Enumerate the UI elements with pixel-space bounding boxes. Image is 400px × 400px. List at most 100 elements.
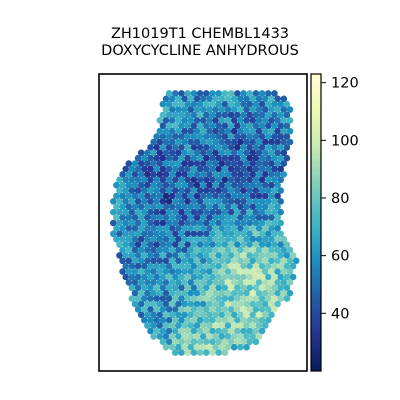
tissue-spot (184, 241, 191, 248)
tissue-spot (187, 279, 195, 286)
tissue-spot (258, 316, 266, 324)
tissue-spot (190, 316, 198, 324)
tissue-spot (175, 257, 182, 265)
tissue-spot (144, 235, 151, 243)
tissue-spot (172, 306, 179, 313)
tissue-spot (261, 181, 269, 189)
tissue-spot (265, 219, 272, 227)
tissue-spot (119, 203, 126, 211)
tissue-spot (156, 268, 164, 275)
tissue-spot (230, 257, 238, 265)
tissue-spot (178, 165, 185, 173)
tissue-spot (234, 208, 241, 216)
tissue-spot (134, 230, 142, 238)
tissue-spot (249, 300, 257, 308)
tissue-spot (165, 133, 173, 140)
tissue-spot (237, 214, 244, 221)
tissue-spot (283, 295, 291, 302)
tissue-spot (181, 149, 188, 157)
tissue-spot (271, 306, 278, 313)
tissue-spot (165, 316, 173, 324)
tissue-spot (234, 187, 241, 194)
tissue-spot (227, 133, 235, 140)
tissue-spot (243, 106, 250, 113)
tissue-spot (147, 284, 154, 292)
tissue-spot (178, 111, 185, 119)
tissue-spot (196, 295, 204, 302)
tissue-spot (134, 262, 142, 270)
tissue-spot (258, 219, 266, 227)
tissue-spot (209, 187, 216, 194)
tissue-spot (203, 295, 210, 302)
tissue-spot (286, 117, 294, 124)
tissue-spot (137, 192, 145, 200)
tissue-spot (286, 268, 294, 275)
tissue-spot (224, 289, 232, 297)
tissue-spot (243, 171, 250, 178)
tissue-spot (240, 176, 247, 184)
tissue-spot (227, 316, 235, 324)
tissue-spot (159, 306, 167, 313)
tissue-spot (141, 241, 148, 248)
tissue-spot (261, 268, 269, 275)
tissue-spot (122, 273, 129, 281)
tissue-spot (137, 181, 145, 189)
tissue-spot (227, 241, 235, 248)
tissue-spot (252, 284, 260, 292)
tissue-spot (249, 257, 257, 265)
tissue-spot (199, 160, 207, 167)
tissue-spot (175, 192, 182, 200)
tissue-spot (234, 154, 241, 162)
tissue-spot (159, 327, 167, 335)
tissue-spot (265, 122, 272, 130)
tissue-spot (246, 154, 253, 162)
tissue-spot (190, 230, 198, 238)
tissue-spot (280, 160, 288, 167)
tissue-spot (131, 171, 139, 178)
tissue-spot (261, 311, 269, 319)
tissue-spot (265, 262, 272, 270)
tissue-spot (175, 171, 182, 178)
tissue-spot (261, 203, 269, 211)
tissue-spot (184, 144, 191, 151)
tissue-spot (193, 171, 201, 178)
tissue-spot (175, 279, 182, 286)
tissue-spot (246, 133, 253, 140)
tissue-spot (249, 149, 257, 157)
tissue-spot (268, 203, 275, 211)
tissue-spot (249, 106, 257, 113)
tissue-spot (144, 149, 151, 157)
tissue-spot (268, 117, 275, 124)
tissue-spot (209, 306, 216, 313)
tissue-spot (184, 176, 191, 184)
colorbar-tick-label: 100 (331, 133, 359, 149)
tissue-spot (116, 208, 123, 216)
tissue-spot (258, 198, 266, 205)
tissue-spot (283, 252, 291, 259)
tissue-spot (218, 235, 226, 243)
tissue-spot (193, 106, 201, 113)
tissue-spot (141, 165, 148, 173)
tissue-spot (125, 160, 133, 167)
tissue-spot (119, 257, 126, 265)
tissue-spot (178, 262, 185, 270)
tissue-spot (203, 165, 210, 173)
tissue-spot (277, 133, 285, 140)
tissue-spot (237, 257, 244, 265)
tissue-spot (224, 149, 232, 157)
tissue-spot (218, 246, 226, 254)
tissue-spot (268, 127, 275, 135)
tissue-spot (156, 322, 164, 329)
tissue-spot (215, 295, 222, 302)
tissue-spot (218, 279, 226, 286)
tissue-spot (122, 165, 129, 173)
tissue-spot (178, 306, 185, 313)
tissue-spot (206, 300, 213, 308)
tissue-spot (134, 198, 142, 205)
tissue-spot (187, 138, 195, 146)
tissue-spot (258, 230, 266, 238)
tissue-spot (268, 225, 275, 232)
tissue-spot (159, 316, 167, 324)
tissue-spot (283, 284, 291, 292)
tissue-spot (252, 90, 260, 97)
